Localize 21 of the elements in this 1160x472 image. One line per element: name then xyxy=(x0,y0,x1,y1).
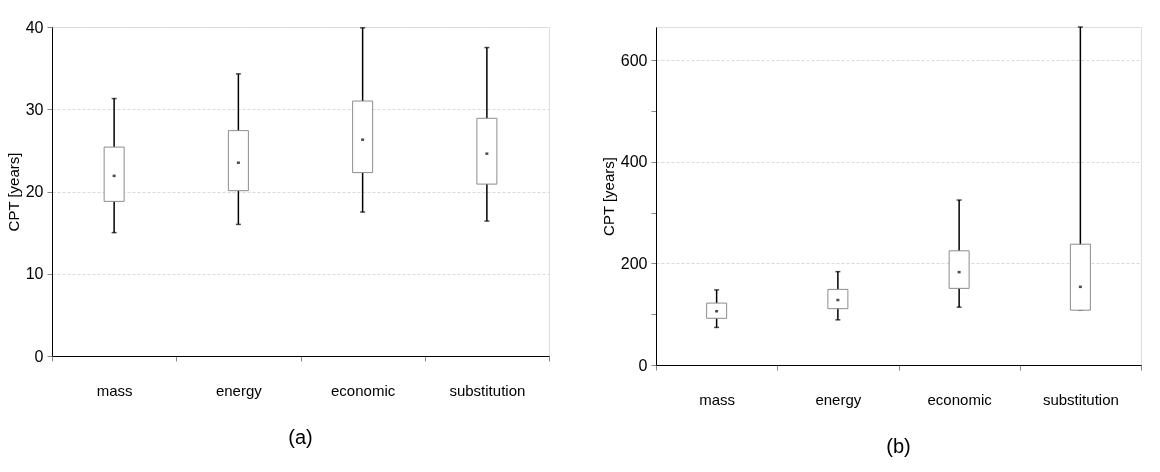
x-tick-label: substitution xyxy=(449,381,526,399)
y-tick-label: 200 xyxy=(620,255,648,272)
x-tick-label: economic xyxy=(331,381,396,399)
y-tick-label: 40 xyxy=(25,18,44,36)
x-tick-label: economic xyxy=(927,390,993,408)
y-tick-label: 0 xyxy=(34,347,44,365)
x-tick-label: energy xyxy=(815,390,862,408)
y-tick-label: 30 xyxy=(25,100,44,118)
y-axis-title: CPT [years] xyxy=(599,157,617,236)
y-tick-label: 0 xyxy=(638,356,648,374)
y-tick-label: 600 xyxy=(620,52,648,69)
x-tick-label: mass xyxy=(96,381,133,399)
y-axis-title: CPT [years] xyxy=(4,152,22,232)
text: (a) xyxy=(288,426,313,448)
text: (b) xyxy=(886,435,911,457)
y-tick-label: 20 xyxy=(25,183,44,200)
y-tick-label: 10 xyxy=(25,265,44,283)
x-tick-label: substitution xyxy=(1042,390,1119,408)
x-tick-label: energy xyxy=(215,381,263,399)
y-tick-label: 400 xyxy=(620,153,648,171)
x-tick-label: mass xyxy=(699,390,736,408)
